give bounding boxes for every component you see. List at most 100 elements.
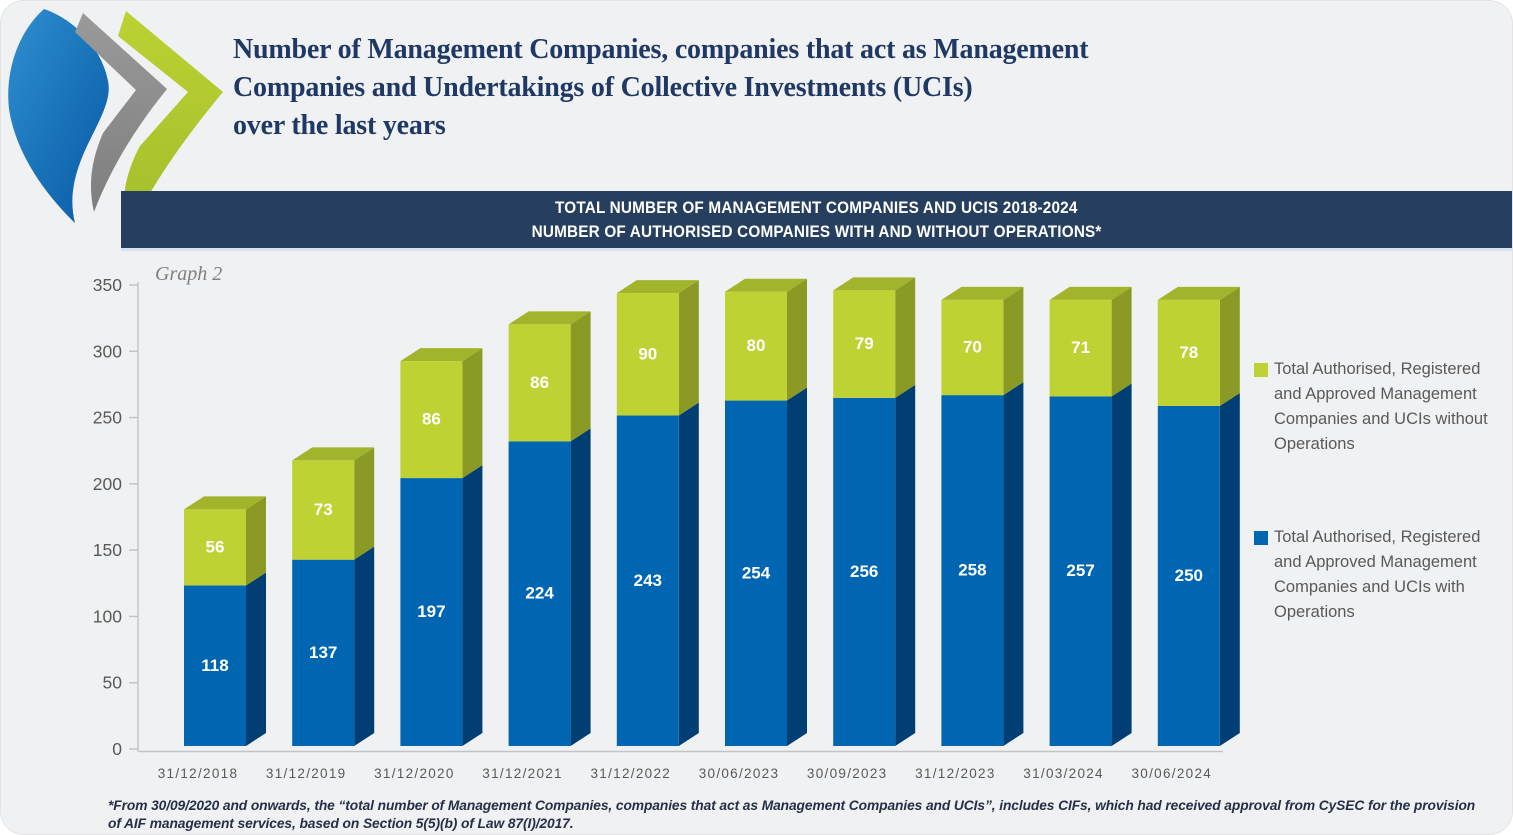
legend-swatch-green [1254, 363, 1268, 377]
bar-top-without-operations-4 [616, 280, 699, 294]
page-title-line2: Companies and Undertakings of Collective… [233, 72, 973, 103]
bar-side-with-operations-7 [1003, 382, 1024, 746]
bar-side-with-operations-1 [354, 546, 375, 746]
bar-value-label-without-operations: 80 [747, 336, 766, 355]
x-axis-category-label: 31/12/2018 [158, 766, 239, 781]
bar-value-label-with-operations: 257 [1066, 561, 1094, 580]
chart-title-line2: NUMBER OF AUTHORISED COMPANIES WITH AND … [531, 222, 1102, 241]
legend-item-without-operations: Total Authorised, Registered and Approve… [1254, 357, 1512, 457]
legend-label-without-operations: Total Authorised, Registered and Approve… [1274, 360, 1488, 453]
bar-without-operations-6 [833, 290, 896, 398]
bar-with-operations-2 [400, 478, 463, 746]
bar-top-without-operations-8 [1049, 286, 1132, 300]
y-axis-tick-label: 300 [93, 341, 122, 361]
footnote-line1: *From 30/09/2020 and onwards, the “total… [108, 798, 1476, 813]
footnote: *From 30/09/2020 and onwards, the “total… [108, 797, 1475, 833]
x-axis-category-label: 31/12/2023 [915, 766, 996, 781]
bar-with-operations-3 [508, 441, 571, 746]
chart-legend: Total Authorised, Registered and Approve… [1254, 357, 1512, 625]
bar-side-without-operations-7 [1003, 286, 1024, 396]
bar-without-operations-9 [1157, 299, 1220, 406]
bar-with-operations-6 [833, 397, 896, 746]
bar-value-label-without-operations: 90 [638, 344, 657, 363]
bar-top-without-operations-7 [941, 286, 1024, 300]
bar-side-without-operations-3 [570, 311, 591, 442]
bar-value-label-with-operations: 256 [850, 562, 878, 581]
x-axis-category-label: 30/06/2023 [699, 766, 780, 781]
bar-top-without-operations-0 [184, 496, 266, 510]
y-axis-tick-label: 0 [112, 739, 122, 759]
bar-side-without-operations-4 [678, 280, 699, 416]
graph-number-label: Graph 2 [155, 263, 223, 285]
bar-value-label-without-operations: 71 [1071, 338, 1090, 357]
bar-top-without-operations-1 [292, 447, 375, 461]
x-axis-category-label: 31/12/2021 [482, 766, 563, 781]
bar-value-label-without-operations: 73 [314, 500, 333, 519]
bar-with-operations-4 [616, 415, 679, 746]
bar-value-label-without-operations: 78 [1179, 343, 1198, 362]
x-axis-category-label: 31/12/2022 [591, 766, 672, 781]
bar-without-operations-8 [1049, 299, 1112, 397]
bar-side-with-operations-4 [678, 402, 699, 746]
bar-without-operations-0 [184, 509, 246, 586]
x-axis-category-label: 31/12/2019 [266, 766, 347, 781]
bar-top-without-operations-6 [833, 277, 916, 291]
bar-side-without-operations-5 [787, 278, 807, 401]
x-axis-category-label: 31/12/2020 [374, 766, 455, 781]
bar-value-label-with-operations: 254 [742, 563, 771, 582]
page-title: Number of Management Companies, companie… [233, 31, 1089, 145]
bar-without-operations-4 [616, 293, 679, 416]
y-axis-tick-label: 250 [93, 408, 122, 428]
chart-title-banner: TOTAL NUMBER OF MANAGEMENT COMPANIES AND… [121, 191, 1512, 251]
bar-without-operations-2 [400, 361, 463, 479]
bar-side-without-operations-9 [1219, 286, 1240, 406]
legend-label-with-operations: Total Authorised, Registered and Approve… [1274, 528, 1481, 621]
bar-with-operations-7 [941, 395, 1004, 746]
bar-without-operations-5 [725, 291, 787, 401]
bar-value-label-without-operations: 79 [855, 334, 874, 353]
logo-green-chevron [118, 11, 223, 234]
bar-with-operations-5 [725, 400, 787, 746]
bar-side-with-operations-0 [246, 572, 266, 746]
bar-side-without-operations-8 [1111, 286, 1132, 397]
logo-blue-shape [8, 9, 109, 223]
bar-value-label-with-operations: 137 [309, 643, 337, 662]
legend-swatch-blue [1254, 531, 1268, 545]
bar-value-label-with-operations: 224 [525, 584, 554, 603]
legend-item-with-operations: Total Authorised, Registered and Approve… [1254, 525, 1512, 625]
bar-without-operations-7 [941, 299, 1004, 396]
page-title-line1: Number of Management Companies, companie… [233, 34, 1089, 65]
bar-side-without-operations-1 [354, 447, 375, 560]
bar-with-operations-8 [1049, 396, 1112, 746]
bar-value-label-with-operations: 118 [201, 656, 228, 675]
bar-top-without-operations-2 [400, 348, 483, 362]
cysec-logo [8, 9, 223, 234]
bar-without-operations-1 [292, 460, 355, 560]
bar-side-with-operations-8 [1111, 383, 1132, 746]
bar-with-operations-0 [184, 585, 246, 746]
bar-side-with-operations-9 [1219, 393, 1240, 746]
y-axis-tick-label: 100 [93, 606, 122, 626]
y-axis-tick-label: 350 [93, 275, 122, 295]
y-axis-tick-label: 200 [93, 474, 122, 494]
page-title-line3: over the last years [233, 110, 446, 141]
bar-with-operations-9 [1157, 406, 1220, 746]
bar-side-with-operations-6 [895, 384, 916, 746]
bar-value-label-without-operations: 86 [530, 373, 549, 392]
chart-title-line1: TOTAL NUMBER OF MANAGEMENT COMPANIES AND… [555, 198, 1078, 217]
bar-side-without-operations-6 [895, 277, 916, 398]
x-axis-category-label: 30/06/2024 [1132, 766, 1213, 781]
bar-value-label-with-operations: 250 [1175, 566, 1203, 585]
y-axis-tick-label: 50 [103, 673, 123, 693]
logo-gray-chevron [75, 13, 167, 212]
bar-side-without-operations-0 [246, 496, 266, 586]
bar-value-label-with-operations: 197 [417, 602, 445, 621]
bar-side-with-operations-5 [787, 387, 807, 746]
y-axis-tick-label: 150 [93, 540, 122, 560]
bar-with-operations-1 [292, 559, 355, 746]
bar-value-label-without-operations: 56 [206, 537, 225, 556]
bar-top-without-operations-3 [508, 311, 591, 325]
footnote-line2: of AIF management services, based on Sec… [108, 816, 574, 831]
